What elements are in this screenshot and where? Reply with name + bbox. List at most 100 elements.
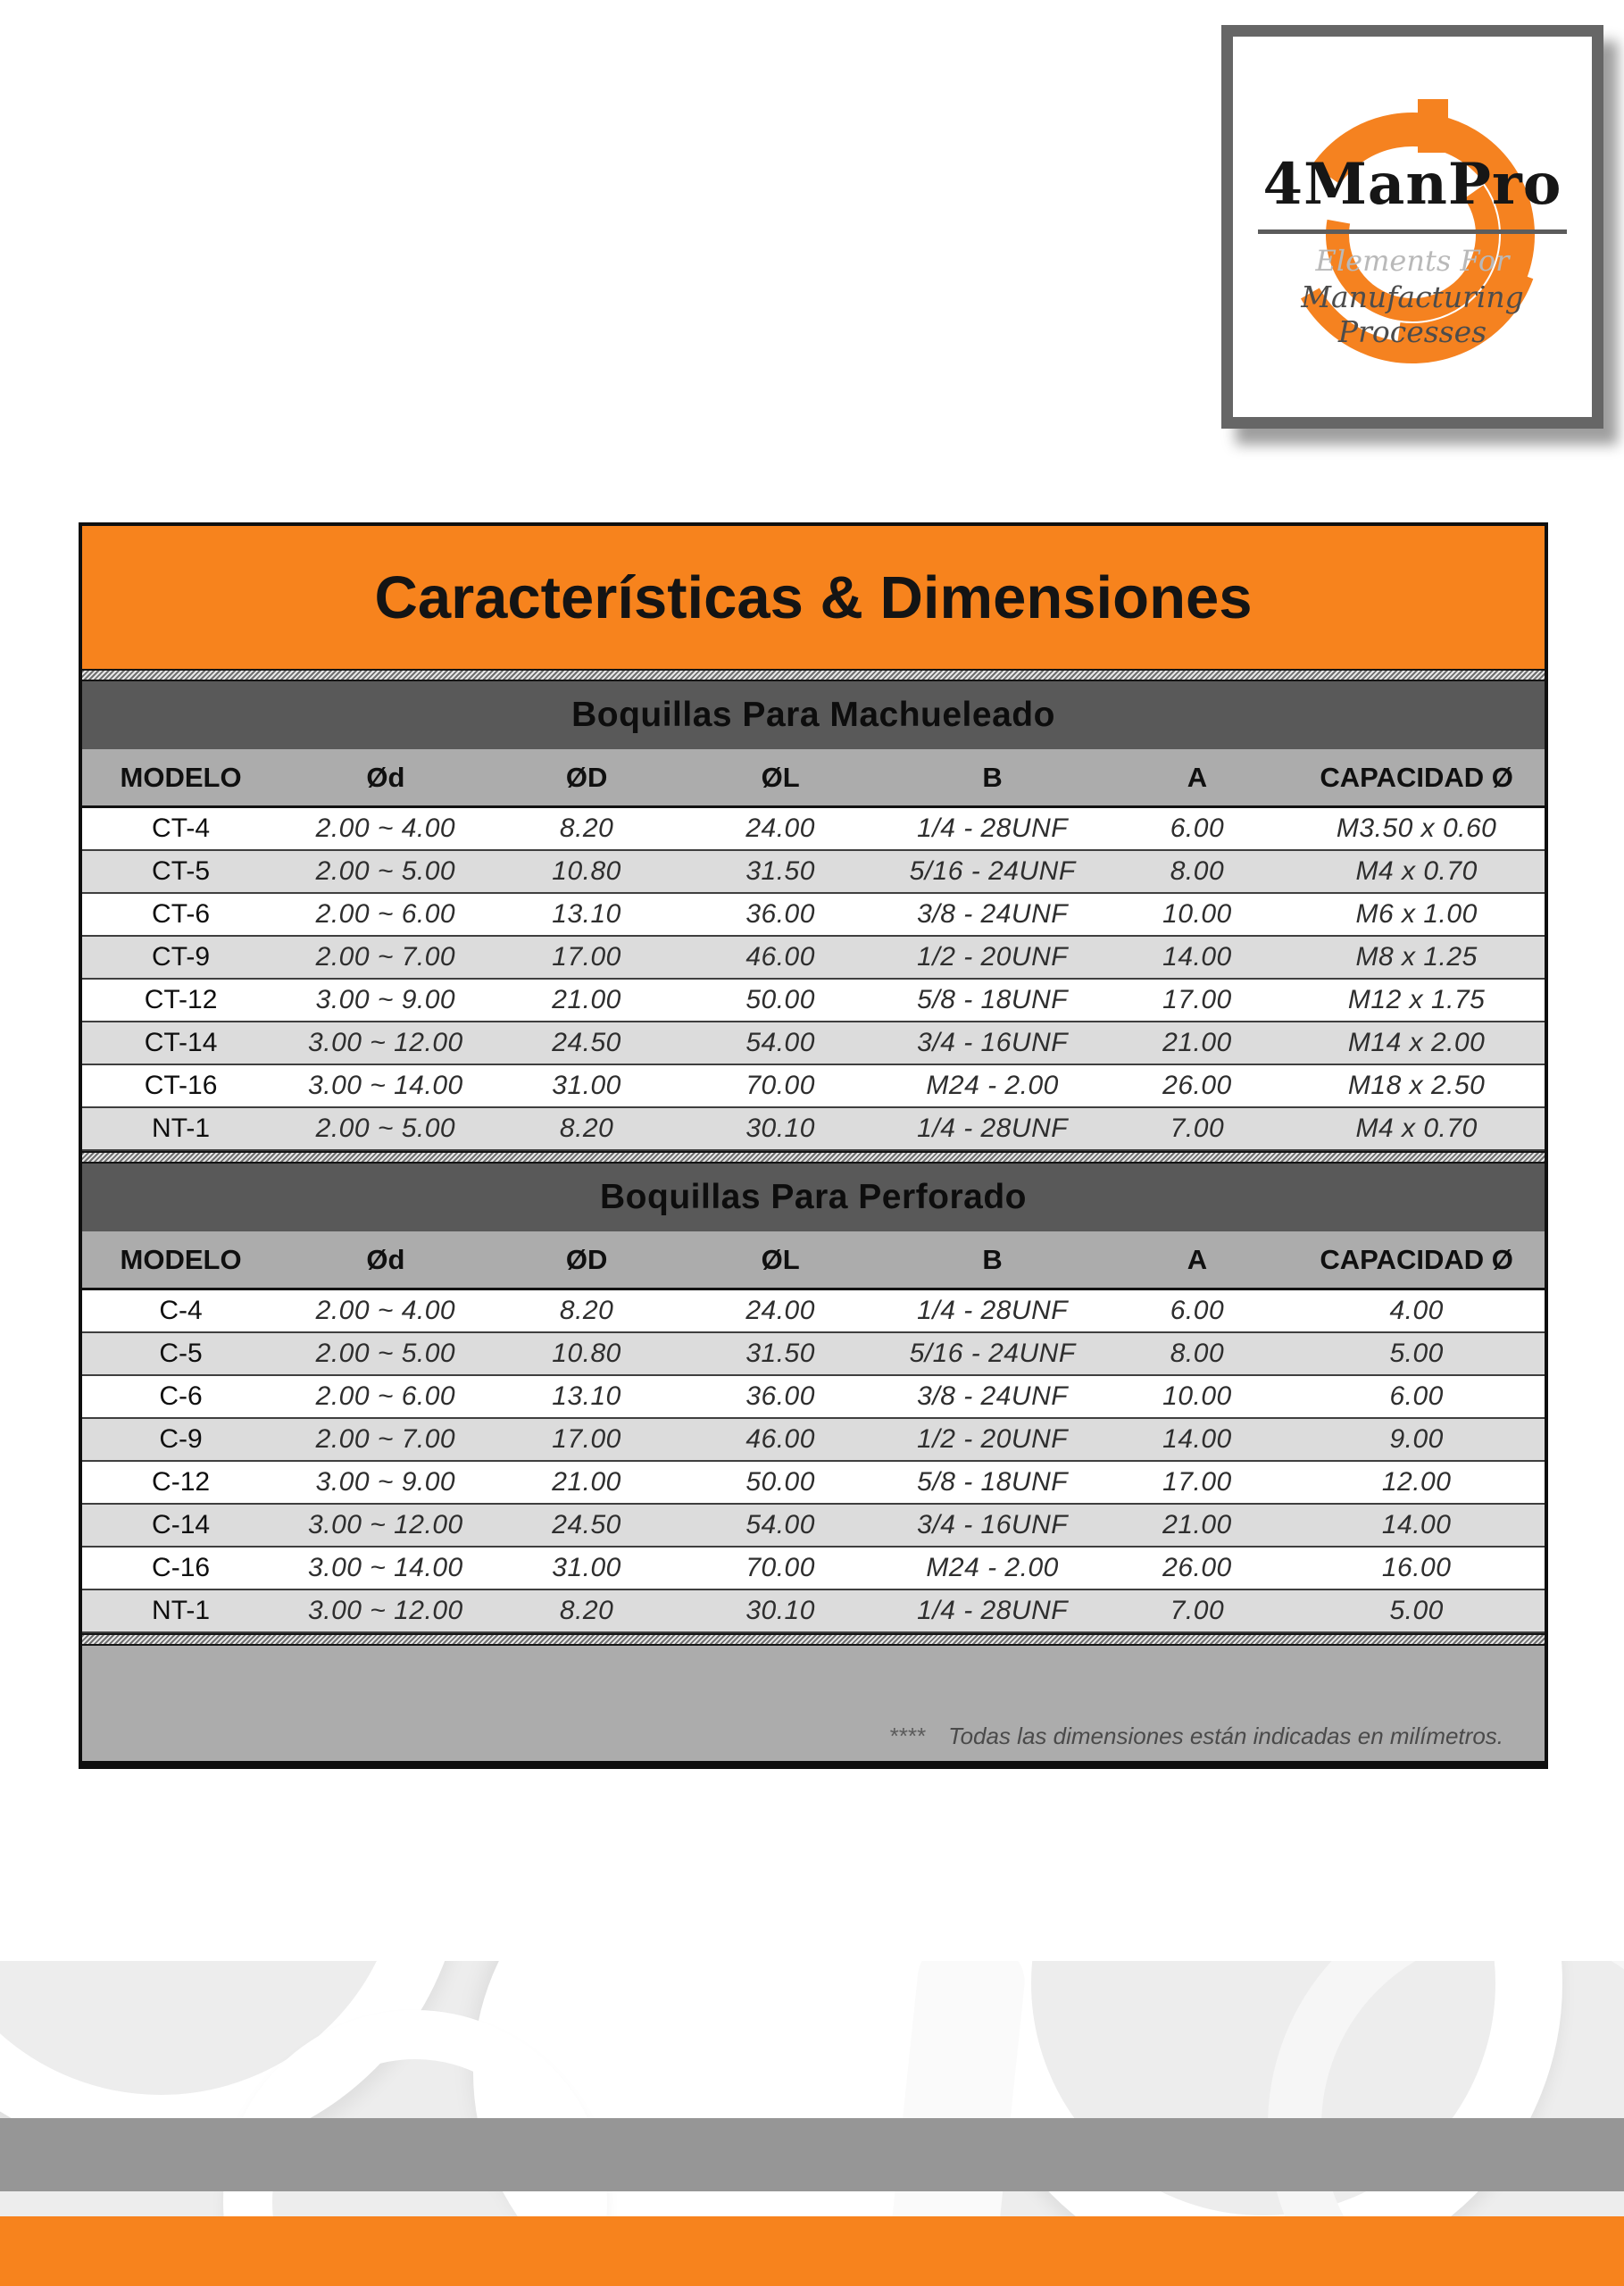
logo-divider-line	[1258, 229, 1567, 234]
model-cell: CT-14	[144, 1028, 218, 1057]
orange-footer-strip	[0, 2216, 1624, 2286]
value-cell: 10.00	[1162, 899, 1232, 929]
value-cell: 26.00	[1162, 1071, 1232, 1100]
logo-tagline-line1: Elements For	[1315, 244, 1510, 278]
model-cell: CT-12	[144, 985, 218, 1014]
company-logo-box: 4ManPro Elements For Manufacturing Proce…	[1221, 25, 1603, 429]
value-cell: M3.50 x 0.60	[1336, 813, 1497, 843]
value-cell: 2.00 ~ 5.00	[315, 1339, 456, 1368]
value-cell: 10.80	[552, 1339, 621, 1368]
value-cell: 54.00	[745, 1028, 815, 1057]
table-row: C-6 2.00 ~ 6.00 13.10 36.00 3/8 - 24UNF 10.00…	[82, 1376, 1545, 1419]
column-header-2: ØD	[565, 1243, 608, 1275]
model-cell: C-12	[152, 1467, 211, 1497]
value-cell: 9.00	[1389, 1424, 1444, 1454]
column-header-row: MODELO Ød ØD ØL B A CAPACIDAD Ø	[82, 1231, 1545, 1290]
column-header-3: ØL	[761, 1243, 800, 1275]
value-cell: 7.00	[1170, 1596, 1225, 1625]
value-cell: 2.00 ~ 4.00	[315, 1296, 456, 1325]
spec-sheet: Características & Dimensiones Boquillas …	[79, 522, 1548, 1769]
column-header-5: A	[1187, 761, 1208, 793]
sheet-footer: **** Todas las dimensiones están indicada…	[82, 1646, 1545, 1761]
value-cell: 8.20	[559, 813, 614, 843]
value-cell: 13.10	[552, 1381, 621, 1411]
footnote-stars: ****	[888, 1723, 926, 1749]
value-cell: 17.00	[552, 942, 621, 972]
value-cell: 3/8 - 24UNF	[917, 899, 1069, 929]
table-row: CT-12 3.00 ~ 9.00 21.00 50.00 5/8 - 18UNF 17.…	[82, 980, 1545, 1022]
logo-tagline-line2: Manufacturing Processes	[1301, 279, 1524, 349]
value-cell: 1/2 - 20UNF	[917, 1424, 1069, 1454]
value-cell: 1/4 - 28UNF	[917, 1296, 1069, 1325]
table-row: CT-6 2.00 ~ 6.00 13.10 36.00 3/8 - 24UNF 10.0…	[82, 894, 1545, 937]
value-cell: 8.20	[559, 1296, 614, 1325]
value-cell: M12 x 1.75	[1347, 985, 1486, 1014]
value-cell: 17.00	[552, 1424, 621, 1454]
model-cell: C-6	[159, 1381, 203, 1411]
footnote-text: Todas las dimensiones están indicadas en…	[948, 1723, 1503, 1749]
logo-brand-text: 4ManPro	[1262, 151, 1562, 218]
hatch-divider	[82, 669, 1545, 681]
column-header-2: ØD	[565, 761, 608, 793]
table-row: C-14 3.00 ~ 12.00 24.50 54.00 3/4 - 16UNF 21.…	[82, 1505, 1545, 1548]
value-cell: 24.50	[552, 1510, 621, 1539]
value-cell: 5.00	[1389, 1596, 1444, 1625]
value-cell: 2.00 ~ 7.00	[315, 1424, 456, 1454]
value-cell: 21.00	[552, 985, 621, 1014]
title-bar: Características & Dimensiones	[82, 526, 1545, 669]
value-cell: 16.00	[1381, 1553, 1452, 1582]
table-perforado-body: C-4 2.00 ~ 4.00 8.20 24.00 1/4 - 28UNF 6.00 4.…	[82, 1290, 1545, 1633]
model-cell: CT-6	[152, 899, 211, 929]
dimensions-footnote: **** Todas las dimensiones están indicada…	[889, 1723, 1503, 1750]
model-cell: CT-4	[152, 813, 211, 843]
value-cell: 21.00	[1162, 1028, 1232, 1057]
value-cell: 8.00	[1170, 1339, 1225, 1368]
column-header-6: CAPACIDAD Ø	[1320, 761, 1513, 793]
value-cell: M4 x 0.70	[1355, 856, 1478, 886]
value-cell: 6.00	[1170, 1296, 1225, 1325]
value-cell: 2.00 ~ 6.00	[315, 899, 456, 929]
value-cell: 3/8 - 24UNF	[917, 1381, 1069, 1411]
value-cell: 2.00 ~ 6.00	[315, 1381, 456, 1411]
value-cell: M6 x 1.00	[1355, 899, 1478, 929]
value-cell: 12.00	[1381, 1467, 1452, 1497]
table-row: NT-1 3.00 ~ 12.00 8.20 30.10 1/4 - 28UNF 7.00…	[82, 1590, 1545, 1633]
value-cell: M14 x 2.00	[1347, 1028, 1486, 1057]
table-row: NT-1 2.00 ~ 5.00 8.20 30.10 1/4 - 28UNF 7.00 M…	[82, 1108, 1545, 1151]
table-row: CT-16 3.00 ~ 14.00 31.00 70.00 M24 - 2.00 26.…	[82, 1065, 1545, 1108]
section-header-machueleado: Boquillas Para Machueleado	[82, 681, 1545, 749]
value-cell: 2.00 ~ 7.00	[315, 942, 456, 972]
value-cell: 46.00	[745, 942, 815, 972]
model-cell: C-9	[159, 1424, 203, 1454]
table-row: C-9 2.00 ~ 7.00 17.00 46.00 1/2 - 20UNF 14.00…	[82, 1419, 1545, 1462]
value-cell: 30.10	[745, 1596, 815, 1625]
value-cell: 2.00 ~ 5.00	[315, 856, 456, 886]
column-header-4: B	[982, 761, 1003, 793]
column-header-0: MODELO	[120, 1243, 242, 1275]
column-header-1: Ød	[366, 1243, 405, 1275]
model-cell: CT-16	[144, 1071, 218, 1100]
table-row: CT-9 2.00 ~ 7.00 17.00 46.00 1/2 - 20UNF 14.0…	[82, 937, 1545, 980]
logo-orange-arcs-icon	[1284, 98, 1541, 363]
value-cell: 6.00	[1389, 1381, 1444, 1411]
hatch-divider	[82, 1633, 1545, 1646]
value-cell: 21.00	[552, 1467, 621, 1497]
section-title: Boquillas Para Perforado	[600, 1178, 1027, 1216]
value-cell: 14.00	[1162, 1424, 1232, 1454]
value-cell: 3.00 ~ 14.00	[308, 1553, 463, 1582]
value-cell: 14.00	[1381, 1510, 1452, 1539]
value-cell: 5/8 - 18UNF	[917, 1467, 1069, 1497]
value-cell: 46.00	[745, 1424, 815, 1454]
value-cell: 3.00 ~ 12.00	[308, 1510, 463, 1539]
column-header-0: MODELO	[120, 761, 242, 793]
value-cell: 13.10	[552, 899, 621, 929]
value-cell: 8.00	[1170, 856, 1225, 886]
table-row: C-4 2.00 ~ 4.00 8.20 24.00 1/4 - 28UNF 6.00 4.…	[82, 1290, 1545, 1333]
value-cell: 1/4 - 28UNF	[917, 1596, 1069, 1625]
table-row: C-16 3.00 ~ 14.00 31.00 70.00 M24 - 2.00 26.0…	[82, 1548, 1545, 1590]
value-cell: 24.00	[745, 813, 815, 843]
value-cell: M8 x 1.25	[1355, 942, 1478, 972]
value-cell: 8.20	[559, 1114, 614, 1143]
value-cell: 8.20	[559, 1596, 614, 1625]
value-cell: 2.00 ~ 4.00	[315, 813, 456, 843]
